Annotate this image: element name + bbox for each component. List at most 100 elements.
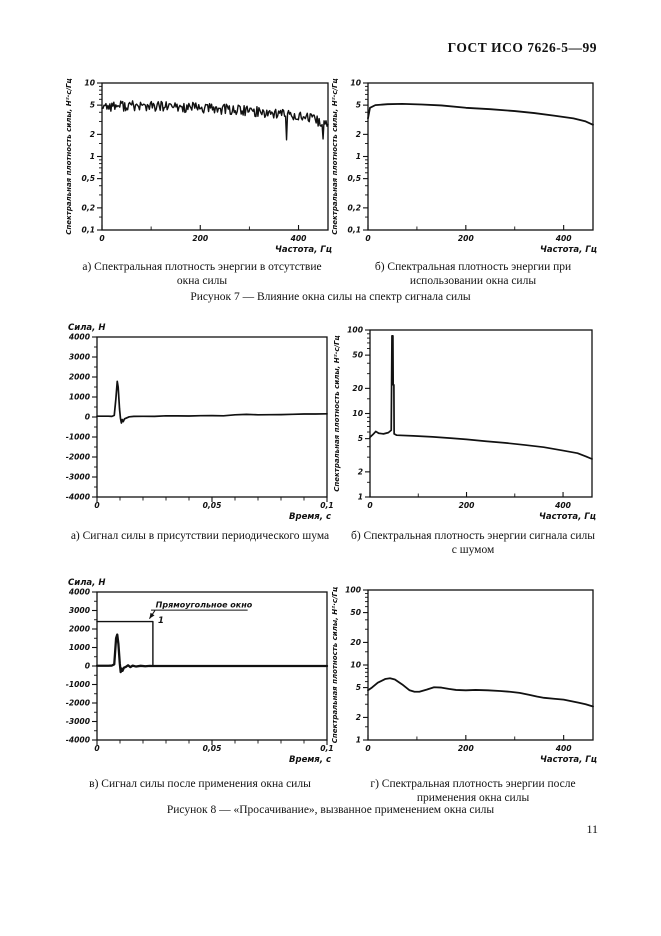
caption-figure7-b: б) Спектральная плотность энергии при ис… — [374, 261, 572, 288]
svg-text:400: 400 — [555, 501, 572, 510]
caption-figure7-a: а) Спектральная плотность энергии в отсу… — [82, 261, 322, 288]
annotations: Прямоугольное окно 1 — [148, 601, 253, 626]
svg-text:1: 1 — [158, 616, 164, 626]
svg-text:0: 0 — [94, 744, 100, 753]
svg-text:Частота, Гц: Частота, Гц — [275, 245, 332, 255]
svg-text:100: 100 — [345, 586, 362, 595]
svg-text:1000: 1000 — [69, 643, 91, 652]
chartA-svg: 10 5 2 1 0,5 0,2 0,1 0 200 400 Спектральная плотно… — [65, 78, 332, 255]
caption-figure8-v: в) Сигнал силы после применения окна сил… — [89, 778, 311, 790]
svg-text:400: 400 — [556, 234, 573, 243]
svg-text:400: 400 — [291, 234, 308, 243]
svg-text:0: 0 — [365, 234, 371, 243]
series-leakage-spectrum — [367, 677, 594, 708]
svg-text:0: 0 — [365, 744, 371, 753]
svg-text:0: 0 — [99, 234, 105, 243]
svg-text:Спектральная плотность силы, Н: Спектральная плотность силы, Н²·с/Гц — [331, 78, 339, 234]
caption-figure8-b: б) Спектральная плотность энергии сигнал… — [350, 530, 596, 557]
svg-text:Частота, Гц: Частота, Гц — [539, 512, 596, 522]
series — [95, 620, 329, 674]
svg-text:-1000: -1000 — [66, 680, 91, 689]
svg-text:Частота, Гц: Частота, Гц — [540, 245, 597, 255]
svg-text:10: 10 — [350, 661, 361, 670]
svg-text:-4000: -4000 — [66, 736, 91, 745]
svg-text:5: 5 — [356, 101, 361, 110]
svg-text:Спектральная плотность силы, Н: Спектральная плотность силы, Н²·с/Гц — [331, 587, 339, 743]
series — [367, 102, 594, 126]
svg-text:3000: 3000 — [69, 606, 91, 615]
svg-text:10: 10 — [350, 79, 361, 88]
axes: 100 50 20 10 5 2 10 200 400 Спектральная плотност… — [331, 586, 597, 765]
svg-text:-1000: -1000 — [66, 433, 91, 442]
svg-text:0,1: 0,1 — [320, 501, 333, 510]
chartF-svg: 100 50 20 10 5 2 10 200 400 Спектральная плотност… — [331, 586, 597, 765]
svg-text:Сила, Н: Сила, Н — [68, 323, 105, 333]
page-number: 11 — [586, 822, 598, 836]
svg-text:0,5: 0,5 — [348, 174, 361, 183]
svg-text:200: 200 — [459, 501, 476, 510]
svg-text:Время, с: Время, с — [289, 512, 331, 522]
svg-text:-3000: -3000 — [66, 717, 91, 726]
svg-text:0,05: 0,05 — [203, 744, 222, 753]
series-noisy-spectrum — [101, 100, 329, 141]
series-force-signal-with-noise — [96, 380, 328, 424]
svg-text:2000: 2000 — [69, 625, 91, 634]
svg-text:1: 1 — [356, 152, 361, 161]
svg-text:1: 1 — [358, 493, 363, 502]
svg-text:50: 50 — [350, 608, 361, 617]
svg-text:0: 0 — [367, 501, 373, 510]
svg-text:Сила, Н: Сила, Н — [68, 578, 105, 588]
svg-text:0,05: 0,05 — [203, 501, 222, 510]
svg-text:-4000: -4000 — [66, 493, 91, 502]
chartB-svg: 10 5 2 1 0,5 0,2 0,1 0 200 400 Спектральная плотно… — [331, 78, 597, 255]
series-spectrum-with-tone — [369, 335, 593, 460]
svg-text:200: 200 — [458, 234, 475, 243]
svg-text:1: 1 — [90, 152, 95, 161]
svg-text:4000: 4000 — [69, 588, 91, 597]
series — [101, 100, 329, 141]
svg-text:400: 400 — [556, 744, 573, 753]
svg-text:0,5: 0,5 — [82, 174, 95, 183]
axes: 10 5 2 1 0,5 0,2 0,1 0 200 400 Спектральная плотно… — [331, 78, 597, 255]
svg-text:4000: 4000 — [69, 333, 91, 342]
figure8-chart-a-force-signal-noise: 4000 3000 2000 1000 0 -1000 -2000 -3000 -4000 0 0,… — [55, 316, 340, 524]
svg-text:20: 20 — [350, 638, 361, 647]
svg-text:Спектральная плотность силы, Н: Спектральная плотность силы, Н²·с/Гц — [333, 335, 341, 491]
svg-text:100: 100 — [347, 326, 364, 335]
svg-text:10: 10 — [352, 409, 363, 418]
svg-text:3000: 3000 — [69, 353, 91, 362]
svg-text:Частота, Гц: Частота, Гц — [540, 755, 597, 765]
svg-text:20: 20 — [352, 384, 363, 393]
figure7-chart-a-spectrum-no-window: 10 5 2 1 0,5 0,2 0,1 0 200 400 Спектральная плотно… — [60, 70, 340, 262]
axes: 100 50 20 10 5 2 10 200 400 Спектральная плотност… — [333, 326, 596, 522]
svg-text:0,1: 0,1 — [320, 744, 333, 753]
svg-text:Спектральная плотность силы, Н: Спектральная плотность силы, Н²·с/Гц — [65, 78, 73, 234]
figure7-chart-b-spectrum-with-window: 10 5 2 1 0,5 0,2 0,1 0 200 400 Спектральная плотно… — [326, 70, 606, 262]
figure8-chart-g-leakage-spectrum: 100 50 20 10 5 2 1 0 200 400 Спектральная плотност… — [326, 572, 608, 768]
series — [96, 380, 328, 424]
svg-text:0,2: 0,2 — [348, 203, 361, 212]
series-rectangular-window — [96, 620, 154, 667]
svg-text:50: 50 — [352, 351, 363, 360]
svg-text:2000: 2000 — [69, 373, 91, 382]
svg-text:1000: 1000 — [69, 393, 91, 402]
series — [367, 677, 594, 708]
svg-text:Время, с: Время, с — [289, 755, 331, 765]
svg-text:-3000: -3000 — [66, 473, 91, 482]
figure8-chart-v-windowed-signal: 4000 3000 2000 1000 0 -1000 -2000 -3000 -4000 0 0,… — [55, 571, 340, 767]
svg-text:5: 5 — [90, 101, 95, 110]
svg-text:0: 0 — [94, 501, 100, 510]
svg-text:0: 0 — [85, 413, 91, 422]
svg-text:2: 2 — [90, 130, 95, 139]
svg-text:0,1: 0,1 — [82, 226, 95, 235]
document-header: ГОСТ ИСО 7626-5—99 — [447, 40, 597, 55]
svg-text:5: 5 — [358, 434, 363, 443]
svg-text:2: 2 — [356, 130, 361, 139]
svg-text:Прямоугольное окно: Прямоугольное окно — [156, 601, 253, 610]
svg-text:-2000: -2000 — [66, 453, 91, 462]
axes: 10 5 2 1 0,5 0,2 0,1 0 200 400 Спектральная плотно… — [65, 78, 332, 255]
